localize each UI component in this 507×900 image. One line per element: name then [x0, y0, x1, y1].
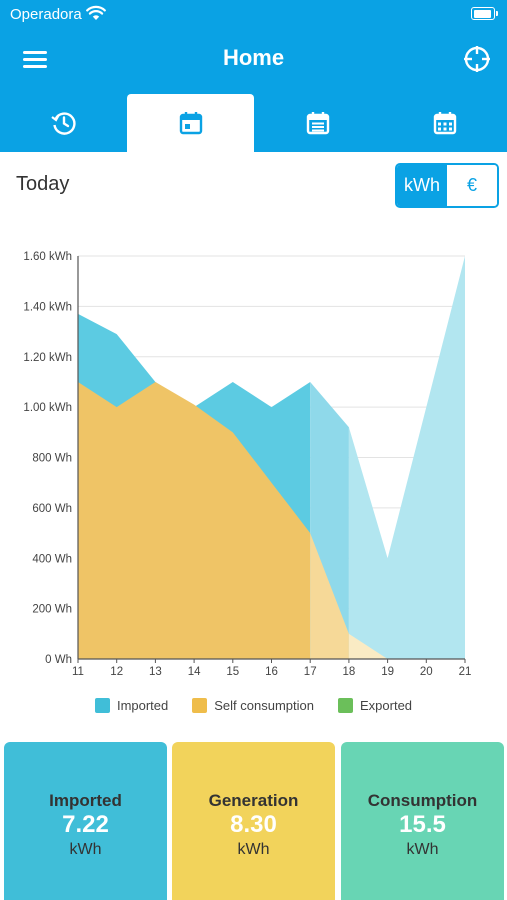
legend-label-self-consumption: Self consumption	[214, 698, 314, 713]
summary-card-imported[interactable]: Imported 7.22 kWh	[4, 742, 167, 900]
x-tick-label: 20	[420, 666, 433, 678]
x-tick-label: 13	[149, 666, 162, 678]
y-tick-label: 1.60 kWh	[23, 251, 72, 263]
summary-value: 8.30	[230, 811, 277, 838]
y-tick-label: 200 Wh	[32, 604, 72, 616]
series-self-consumption-area-forecast	[348, 633, 388, 659]
period-label: Today	[16, 173, 70, 195]
y-tick-label: 1.00 kWh	[23, 402, 72, 414]
y-tick-label: 1.20 kWh	[23, 352, 72, 364]
status-bar: Operadora	[0, 0, 507, 30]
wifi-icon	[86, 5, 106, 20]
x-tick-label: 15	[226, 666, 239, 678]
summary-label: Generation	[208, 791, 299, 810]
x-tick-label: 12	[110, 666, 123, 678]
unit-kwh-button[interactable]: kWh	[397, 165, 447, 206]
chart-legend: Imported Self consumption Exported	[0, 698, 507, 713]
menu-button[interactable]	[22, 48, 48, 70]
calendar-grid-icon	[433, 112, 456, 135]
legend-item-exported[interactable]: Exported	[338, 698, 412, 713]
tab-history[interactable]	[0, 94, 127, 152]
summary-value: 7.22	[62, 811, 109, 838]
x-tick-label: 16	[265, 666, 278, 678]
legend-item-imported[interactable]: Imported	[94, 698, 169, 713]
y-tick-label: 1.40 kWh	[23, 301, 72, 313]
y-tick-label: 600 Wh	[32, 503, 72, 515]
x-tick-label: 18	[343, 666, 356, 678]
legend-swatch-self-consumption	[192, 698, 208, 713]
summary-label: Consumption	[367, 791, 478, 810]
carrier-label: Operadora	[10, 6, 82, 23]
history-icon	[50, 112, 76, 135]
legend-label-imported: Imported	[116, 698, 169, 713]
y-tick-label: 800 Wh	[32, 453, 72, 465]
calendar-day-icon	[179, 112, 202, 135]
y-tick-label: 0 Wh	[45, 654, 72, 666]
x-tick-label: 11	[72, 666, 84, 678]
legend-swatch-imported	[94, 698, 110, 713]
series-self-consumption-area-partial	[310, 533, 349, 659]
legend-item-self-consumption[interactable]: Self consumption	[192, 698, 314, 713]
legend-swatch-exported	[338, 698, 353, 713]
unit-toggle: kWh €	[395, 163, 499, 208]
unit-euro-button[interactable]: €	[447, 165, 497, 206]
x-tick-label: 19	[381, 666, 394, 678]
energy-area-chart: 0 Wh 200 Wh 400 Wh 600 Wh 800 Wh 1.00 kWh 1.20…	[23, 251, 472, 678]
x-tick-label: 17	[304, 666, 317, 678]
summary-unit: kWh	[69, 841, 102, 858]
tab-month[interactable]	[381, 94, 507, 152]
summary-label: Imported	[49, 791, 122, 810]
series-self-consumption-area	[78, 381, 311, 659]
calendar-list-icon	[306, 112, 329, 135]
x-tick-label: 21	[459, 666, 472, 678]
legend-label-exported: Exported	[360, 698, 413, 713]
series-imported-area-forecast	[348, 256, 465, 659]
x-tick-label: 14	[188, 666, 201, 678]
tab-week[interactable]	[254, 94, 381, 152]
battery-icon	[471, 7, 498, 20]
page-title: Home	[222, 45, 285, 70]
app-header: Operadora Home	[0, 0, 507, 152]
tab-day[interactable]	[127, 94, 254, 152]
y-tick-label: 400 Wh	[32, 553, 72, 565]
summary-card-generation[interactable]: Generation 8.30 kWh	[172, 742, 335, 900]
summary-unit: kWh	[237, 841, 270, 858]
location-target-icon[interactable]	[463, 45, 491, 73]
summary-card-consumption[interactable]: Consumption 15.5 kWh	[341, 742, 504, 900]
summary-value: 15.5	[399, 811, 446, 838]
summary-unit: kWh	[406, 841, 439, 858]
